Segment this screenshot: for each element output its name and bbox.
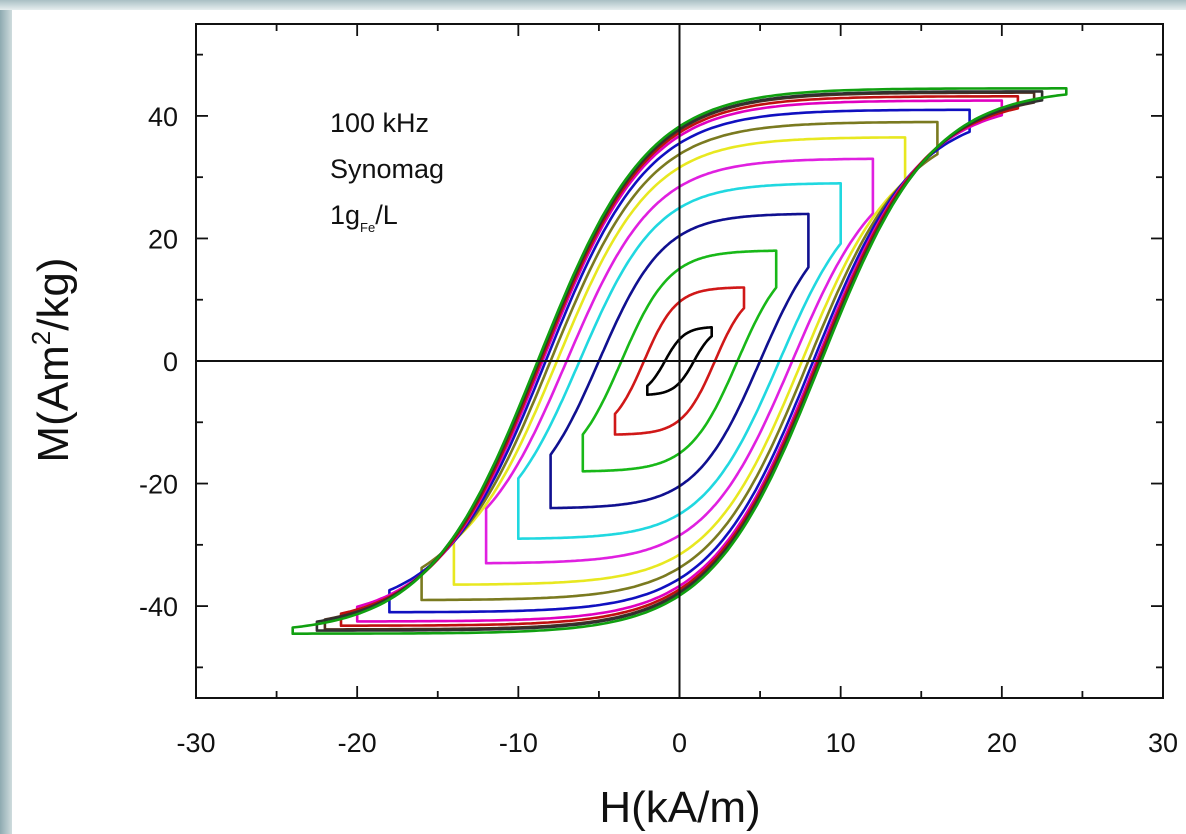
x-tick-label: 20 [987, 728, 1017, 758]
y-tick-label: -20 [139, 470, 178, 500]
curves-group [291, 87, 1068, 635]
y-tick-label: -40 [139, 592, 178, 622]
hysteresis-loop-3 [581, 249, 778, 473]
y-axis-label-main: M(Am [29, 345, 78, 462]
annotation-concentration-tail: /L [375, 200, 398, 230]
annotation-concentration-subscript: Fe [360, 220, 375, 235]
hysteresis-loop-10 [355, 99, 1004, 623]
annotation-material: Synomag [330, 154, 444, 184]
y-axis-label-superscript: 2 [26, 331, 56, 345]
x-tick-label: -10 [499, 728, 538, 758]
x-axis-label: H(kA/m) [599, 783, 760, 832]
y-tick-label: 20 [148, 224, 178, 254]
background-left-edge [0, 0, 12, 834]
annotation-frequency: 100 kHz [330, 108, 429, 138]
x-tick-label: -30 [176, 728, 215, 758]
y-axis-label-tail: /kg) [29, 257, 78, 330]
annotation-concentration-main: 1g [330, 200, 360, 230]
tick-labels-group: -30 -20 -10 0 10 20 30 -40 -20 0 20 40 [139, 102, 1178, 758]
annotation-concentration: 1gFe/L [330, 200, 398, 235]
hysteresis-loop-4 [549, 212, 810, 510]
x-tick-label: 0 [672, 728, 687, 758]
hysteresis-loop-1 [646, 326, 713, 396]
hysteresis-loop-14 [291, 87, 1068, 635]
hysteresis-loop-6 [484, 157, 875, 565]
x-tick-label: 10 [826, 728, 856, 758]
hysteresis-loop-7 [452, 136, 907, 586]
hysteresis-loop-5 [517, 182, 842, 540]
x-tick-label: -20 [338, 728, 377, 758]
y-axis-label: M(Am2/kg) [26, 257, 78, 462]
ticks-group [195, 24, 1164, 698]
background-top-edge [0, 0, 1186, 10]
hysteresis-loop-9 [388, 108, 971, 614]
hysteresis-loop-2 [613, 286, 746, 436]
hysteresis-loop-11 [339, 95, 1020, 627]
hysteresis-loop-8 [420, 120, 939, 602]
y-tick-label: 40 [148, 102, 178, 132]
y-tick-label: 0 [163, 347, 178, 377]
x-tick-label: 30 [1148, 728, 1178, 758]
